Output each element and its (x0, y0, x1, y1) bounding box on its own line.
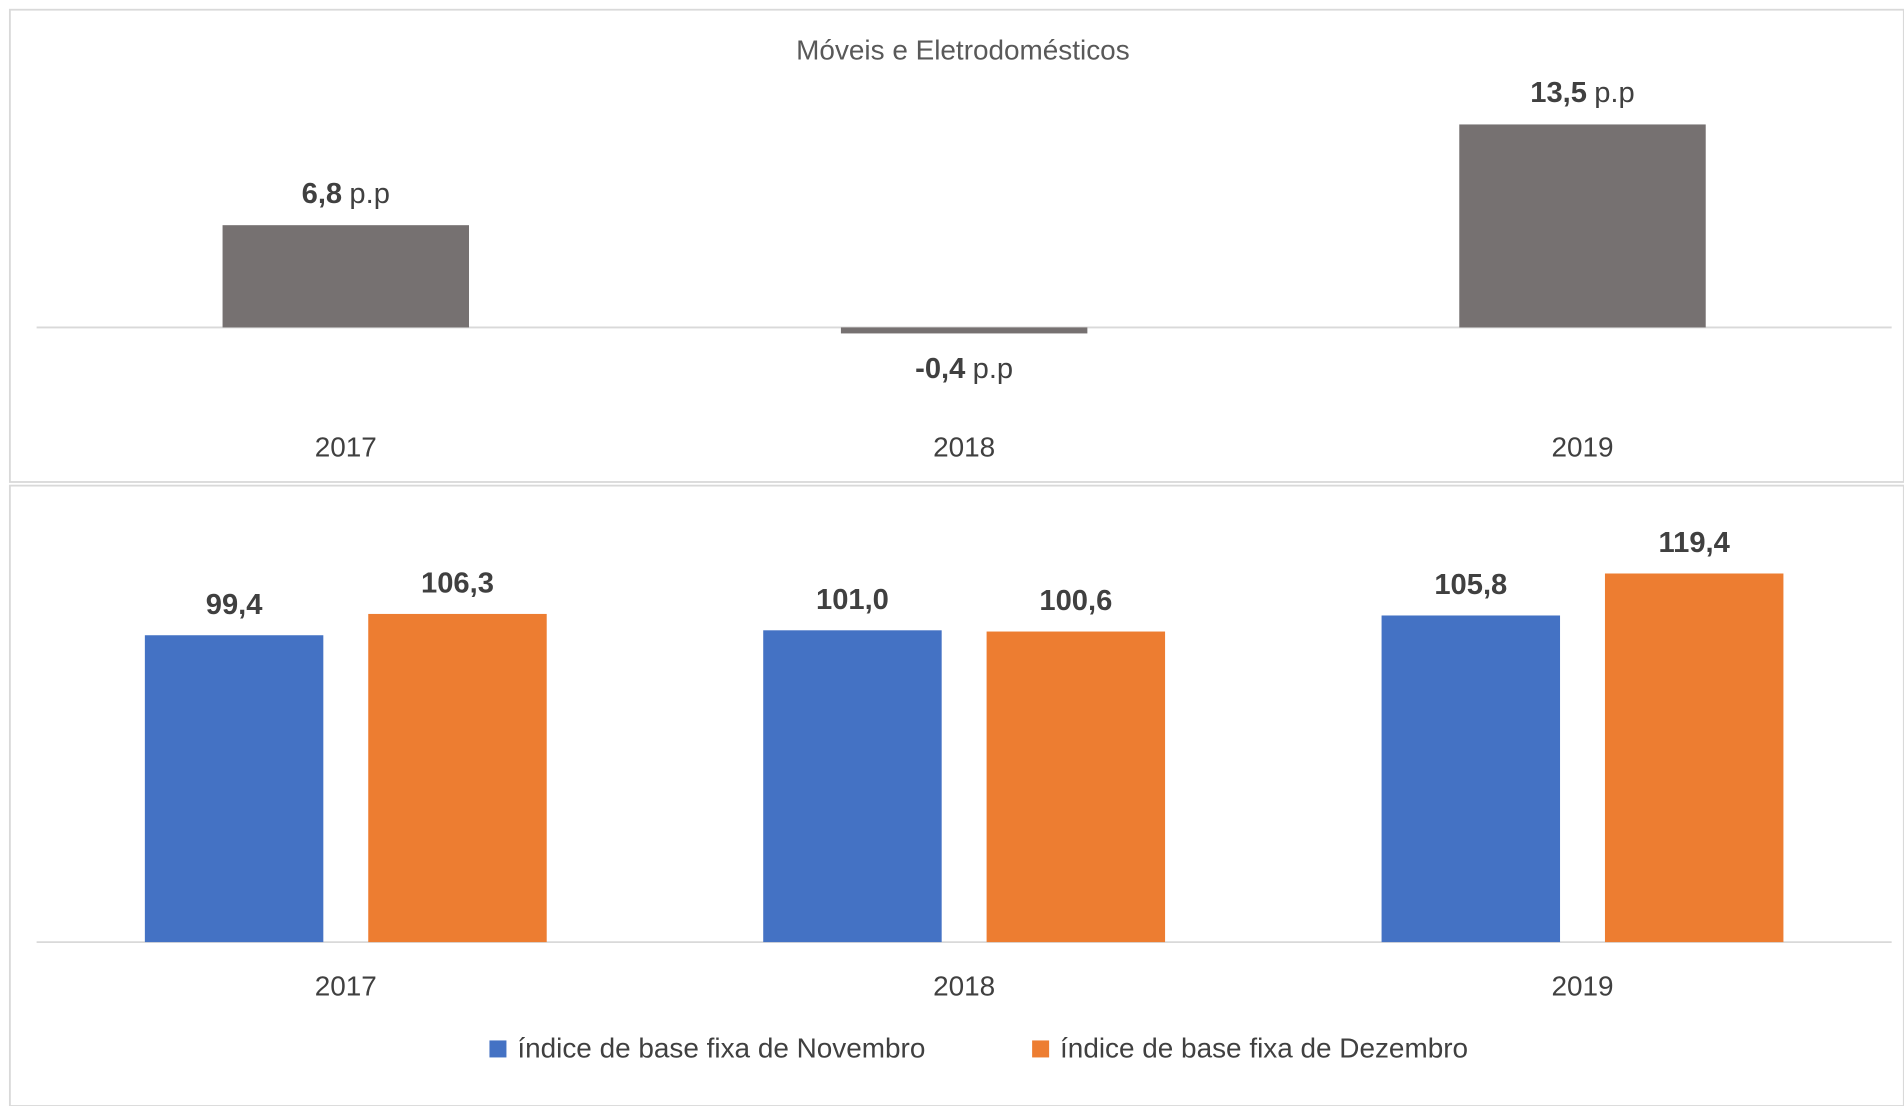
legend-label: índice de base fixa de Novembro (517, 1033, 925, 1064)
bar (144, 635, 324, 943)
bar (368, 613, 547, 943)
data-label-unit: p.p (973, 353, 1014, 385)
data-label-unit: p.p (1594, 77, 1634, 109)
data-label-value: 13,5 (1530, 77, 1587, 109)
data-label: 99,4 (206, 589, 263, 621)
x-tick-label: 2017 (315, 432, 377, 463)
bottom-chart-frame (8, 484, 1904, 1106)
data-label: 100,6 (1039, 585, 1112, 617)
data-label-value: 6,8 (302, 178, 343, 210)
bar (222, 225, 470, 328)
data-label: 105,8 (1434, 569, 1507, 601)
bar (986, 631, 1166, 943)
x-tick-label: 2019 (1551, 432, 1613, 463)
data-label: 13,5 p.p (1530, 77, 1634, 109)
x-tick-label: 2017 (315, 971, 377, 1002)
bar (763, 630, 942, 943)
data-label: -0,4 p.p (915, 353, 1013, 385)
bar (840, 327, 1088, 334)
x-tick-label: 2018 (933, 971, 995, 1002)
x-tick-label: 2018 (933, 432, 995, 463)
chart-title: Móveis e Eletrodomésticos (796, 35, 1129, 66)
legend-swatch (1032, 1040, 1050, 1058)
bar (1604, 573, 1784, 943)
bar (1459, 124, 1706, 328)
bar (1381, 615, 1561, 943)
data-label: 119,4 (1659, 527, 1731, 559)
data-label: 6,8 p.p (302, 178, 390, 210)
data-label: 106,3 (421, 567, 494, 599)
data-label-value: -0,4 (915, 353, 966, 385)
data-label: 101,0 (816, 584, 889, 616)
legend-label: índice de base fixa de Dezembro (1060, 1033, 1468, 1064)
x-tick-label: 2019 (1551, 971, 1613, 1002)
legend-swatch (489, 1040, 507, 1058)
data-label-unit: p.p (349, 178, 390, 210)
